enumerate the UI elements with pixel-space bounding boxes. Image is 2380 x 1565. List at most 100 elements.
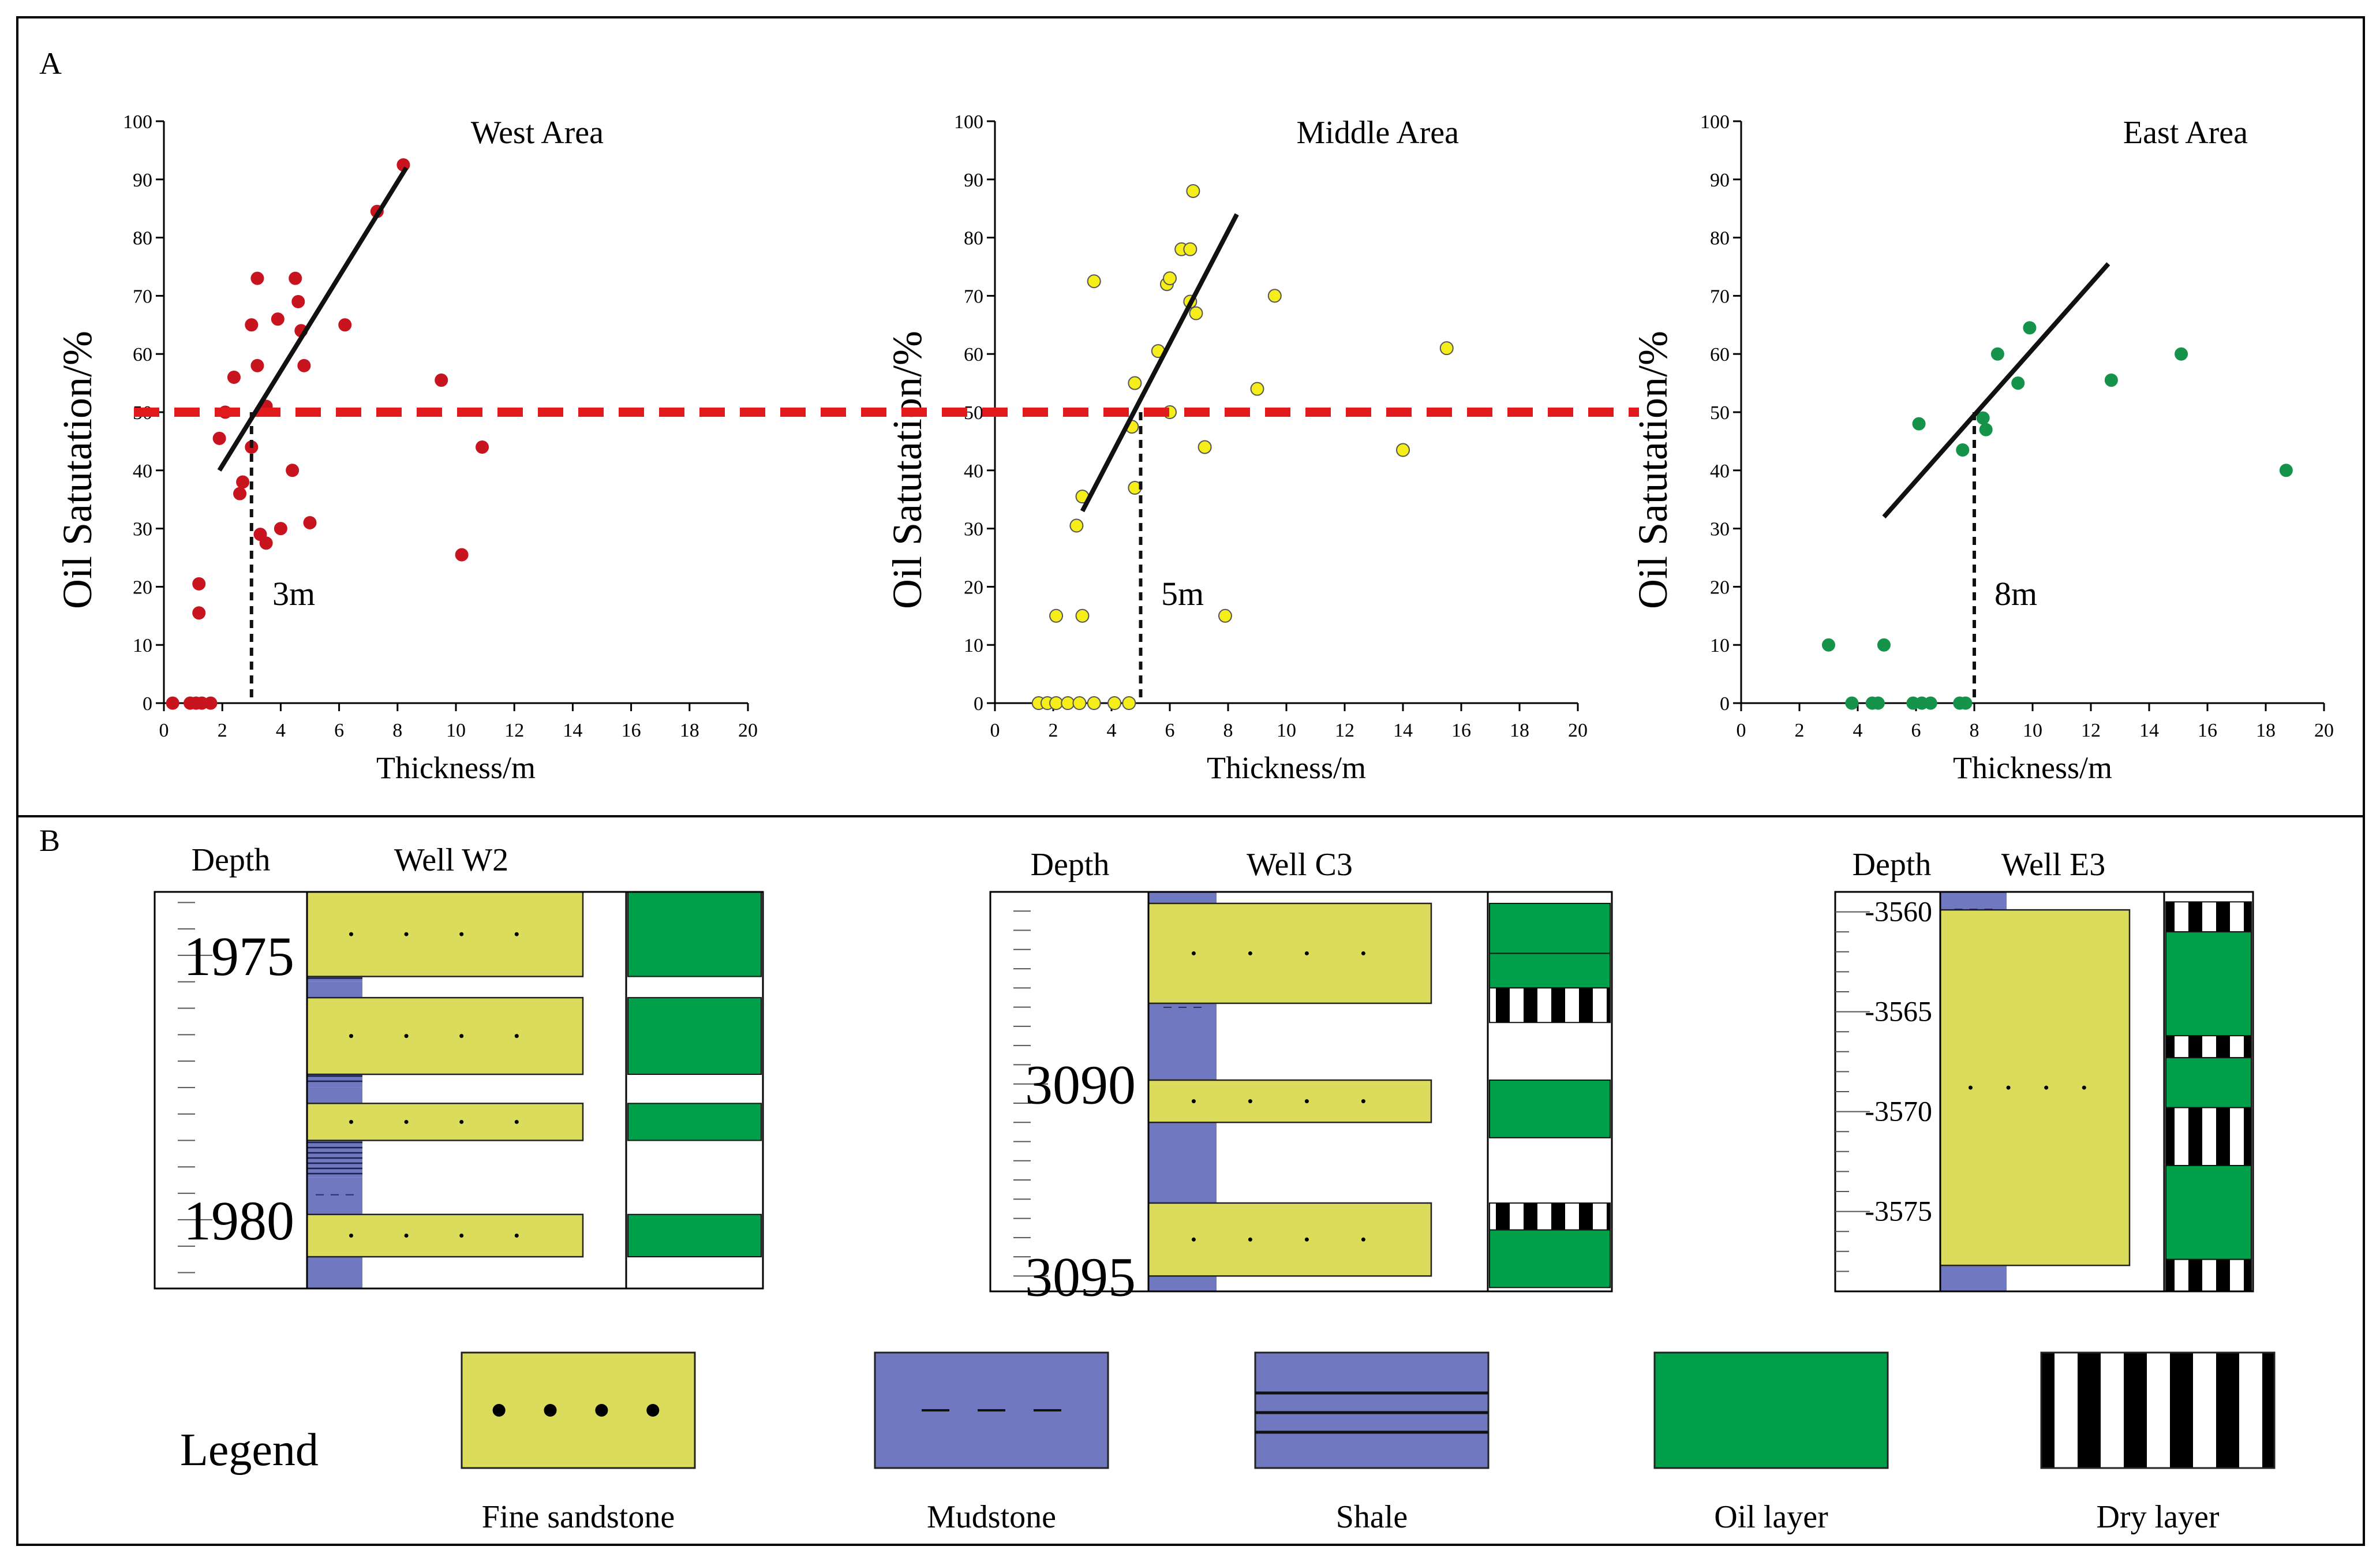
data-point: [1186, 184, 1200, 198]
data-point: [204, 696, 218, 710]
sand-dot: [1248, 1237, 1252, 1242]
data-point: [1822, 638, 1835, 652]
chart-0-annotation: 3m: [217, 166, 409, 703]
oil-layer-interval: [1489, 953, 1611, 989]
y-tick-label: 10: [133, 635, 152, 656]
legend-item-fine_sandstone: Fine sandstone: [461, 1351, 696, 1535]
x-tick-label: 16: [622, 720, 641, 741]
legend-label: Mudstone: [927, 1499, 1056, 1535]
data-point: [1183, 242, 1198, 256]
sand-dot: [349, 932, 353, 936]
sand-dot: [404, 1034, 409, 1039]
sand-dot: [1191, 1099, 1196, 1104]
y-axis-label: Oil Satutation/%: [1630, 331, 1676, 609]
x-tick-label: 16: [1451, 720, 1471, 741]
x-tick-label: 18: [1510, 720, 1529, 741]
cutoff-label: 8m: [1994, 575, 2037, 612]
chart-title: West Area: [471, 115, 604, 151]
sand-dot: [1304, 1237, 1309, 1242]
data-point: [476, 440, 489, 454]
data-point: [2279, 464, 2293, 477]
y-tick-label: 60: [964, 344, 983, 365]
panel-b-frame: [16, 815, 2365, 1546]
fine-sandstone-bed: [1147, 902, 1432, 1004]
sand-dot: [1361, 1099, 1365, 1104]
data-point: [1069, 518, 1084, 533]
data-point: [1396, 443, 1410, 457]
data-point: [236, 475, 250, 489]
data-point: [1075, 608, 1090, 623]
chart-1-annotation: 5m: [1080, 213, 1239, 703]
legend-item-dry_layer: Dry layer: [2040, 1351, 2276, 1535]
sand-dot: [2006, 1085, 2011, 1090]
x-tick-label: 4: [1107, 720, 1117, 741]
oil-layer-interval: [627, 1103, 762, 1141]
data-point: [1107, 696, 1122, 710]
sand-dot: [459, 1119, 464, 1124]
sand-dot: [349, 1233, 353, 1238]
data-point: [212, 431, 226, 445]
y-tick-label: 40: [133, 461, 152, 482]
y-tick-label: 60: [1710, 344, 1730, 365]
x-axis-label: Thickness/m: [1953, 750, 2112, 785]
x-tick-label: 4: [276, 720, 286, 741]
fine-sandstone-bed: [1939, 909, 2131, 1267]
trend-line: [217, 166, 409, 472]
data-point: [2023, 321, 2037, 335]
oil-layer-interval: [2165, 931, 2252, 1037]
y-tick-label: 80: [133, 228, 152, 249]
data-point: [1956, 443, 1970, 457]
dry-layer-interval: [2165, 901, 2252, 933]
data-point: [1087, 696, 1101, 710]
fine-sandstone-bed: [306, 891, 584, 977]
legend-swatch: [2040, 1351, 2276, 1469]
y-tick-label: 30: [133, 519, 152, 540]
fine-sandstone-bed: [306, 1103, 584, 1141]
data-point: [286, 464, 300, 477]
data-point: [1189, 306, 1203, 320]
sand-dot: [459, 932, 464, 936]
x-axis-label: Thickness/m: [376, 750, 536, 785]
data-point: [1218, 608, 1232, 623]
y-axis-label: Oil Satutation/%: [54, 331, 100, 609]
data-point: [271, 312, 285, 326]
data-point: [1924, 696, 1937, 710]
y-tick-label: 100: [123, 111, 152, 133]
data-point: [1267, 289, 1282, 303]
y-tick-label: 90: [133, 170, 152, 191]
data-point: [227, 371, 241, 384]
chart-0: 010203040506070809010002468101214161820T…: [54, 111, 758, 785]
y-tick-label: 0: [974, 693, 983, 715]
sand-dot: [514, 932, 519, 936]
sand-dot: [1361, 951, 1365, 955]
x-tick-label: 4: [1853, 720, 1863, 741]
x-tick-label: 14: [563, 720, 582, 741]
sand-dot: [404, 1119, 409, 1124]
depth-header: Depth: [1853, 847, 1932, 883]
oil-layer-interval: [1489, 902, 1611, 954]
chart-2-annotation: 8m: [1882, 262, 2110, 703]
y-tick-label: 100: [954, 111, 983, 133]
x-tick-label: 10: [2023, 720, 2042, 741]
oil-layer-interval: [2165, 1165, 2252, 1260]
depth-label: 3090: [1025, 1054, 1136, 1116]
legend: Legend Fine sandstone Mudstone Shale Oil la…: [180, 1351, 2276, 1535]
data-point: [192, 577, 206, 591]
panel-a-label: A: [39, 46, 62, 81]
depth-label: 1980: [184, 1190, 294, 1252]
sandstone-rect: [1147, 1202, 1432, 1277]
x-tick-label: 12: [504, 720, 524, 741]
x-tick-label: 12: [1335, 720, 1354, 741]
y-tick-label: 10: [1710, 635, 1730, 656]
legend-label: Shale: [1336, 1499, 1408, 1535]
dry-layer-interval: [2165, 1258, 2252, 1292]
y-axis-label: Oil Satutation/%: [884, 331, 930, 609]
x-tick-label: 14: [2139, 720, 2159, 741]
sand-dot: [1191, 1237, 1196, 1242]
data-point: [1087, 274, 1101, 289]
sand-dot: [1304, 1099, 1309, 1104]
oil-layer-interval: [2165, 1057, 2252, 1108]
data-point: [1061, 696, 1075, 710]
data-point: [2104, 373, 2118, 387]
y-tick-label: 40: [964, 461, 983, 482]
